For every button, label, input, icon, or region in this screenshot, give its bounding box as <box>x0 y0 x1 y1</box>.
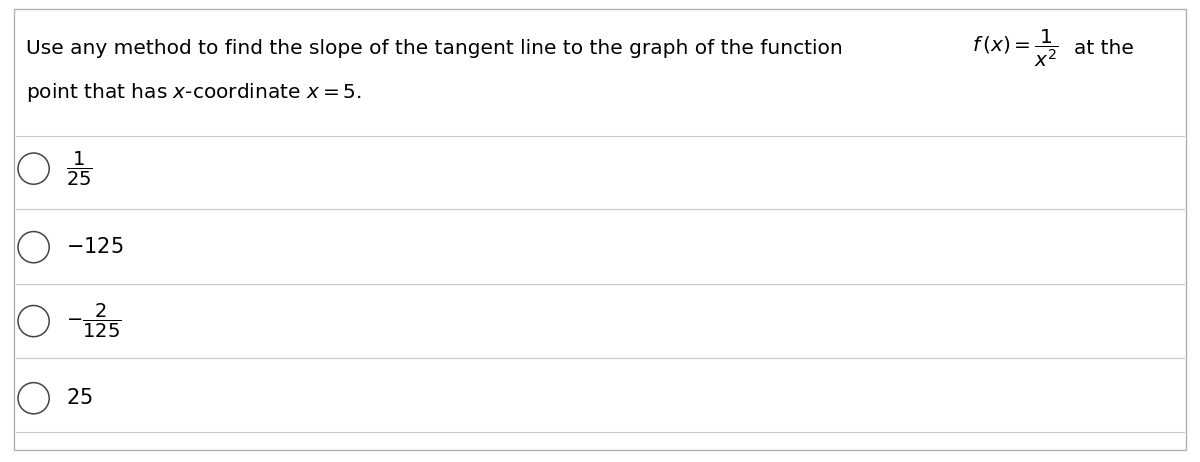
Text: $-125$: $-125$ <box>66 237 124 257</box>
Text: $-\dfrac{2}{125}$: $-\dfrac{2}{125}$ <box>66 302 121 340</box>
Text: point that has $x$-coordinate $x = 5.$: point that has $x$-coordinate $x = 5.$ <box>26 81 362 104</box>
Text: Use any method to find the slope of the tangent line to the graph of the functio: Use any method to find the slope of the … <box>26 39 844 58</box>
Text: $f\,(x) = \dfrac{1}{x^2}$: $f\,(x) = \dfrac{1}{x^2}$ <box>972 28 1058 69</box>
Text: $\dfrac{1}{25}$: $\dfrac{1}{25}$ <box>66 150 92 188</box>
Text: at the: at the <box>1074 39 1134 58</box>
Text: $25$: $25$ <box>66 388 92 408</box>
